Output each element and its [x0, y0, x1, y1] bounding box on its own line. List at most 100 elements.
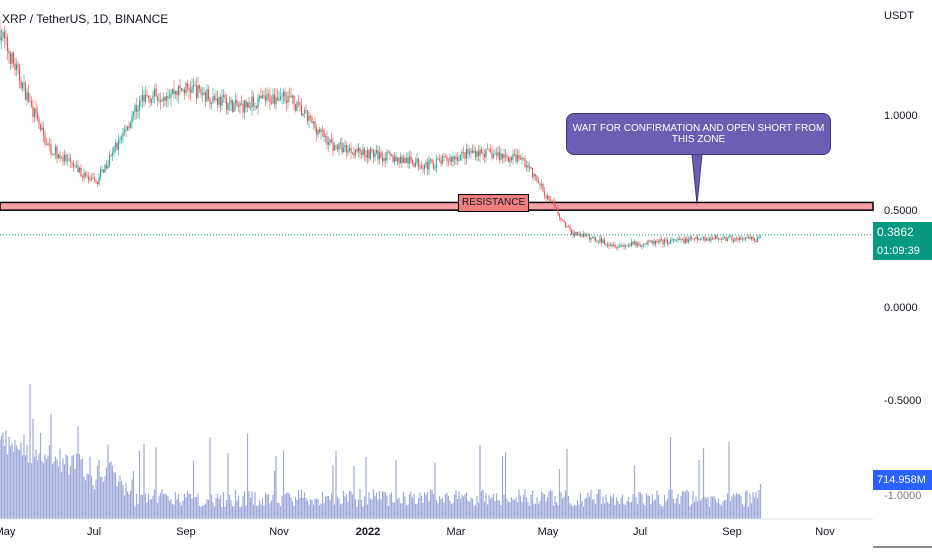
- candle-body: [402, 158, 405, 163]
- volume-bar: [572, 506, 574, 519]
- candle-body: [350, 147, 352, 153]
- volume-bar: [702, 447, 705, 519]
- volume-bar: [539, 501, 541, 519]
- candle-body: [590, 237, 592, 240]
- volume-bar: [516, 502, 519, 519]
- y-tick-label: -0.5000: [884, 395, 922, 407]
- candle-body: [263, 95, 265, 97]
- volume-bar: [102, 481, 105, 519]
- volume-bar: [629, 502, 631, 519]
- volume-bar: [746, 490, 748, 519]
- volume-bar: [113, 472, 115, 519]
- candle-body: [150, 99, 153, 103]
- volume-bar: [137, 503, 139, 519]
- volume-bar: [738, 494, 741, 519]
- symbol-legend[interactable]: XRP / TetherUS, 1D, BINANCE: [2, 12, 169, 26]
- candle-body: [561, 220, 564, 221]
- candle-body: [384, 157, 387, 161]
- volume-bar: [252, 504, 255, 519]
- candle-body: [497, 151, 499, 156]
- volume-bar: [744, 491, 747, 519]
- volume-bar: [671, 489, 673, 519]
- volume-bar: [437, 502, 439, 519]
- candle-body: [228, 103, 231, 105]
- volume-bar: [290, 497, 292, 519]
- candle-body: [230, 99, 232, 104]
- candle-body: [662, 239, 664, 245]
- candle-body: [135, 105, 138, 112]
- volume-bar: [338, 498, 340, 519]
- candle-body: [734, 238, 736, 242]
- candle-body: [20, 80, 22, 89]
- candle-body: [441, 156, 444, 164]
- volume-bar: [185, 497, 187, 519]
- volume-bar: [734, 495, 736, 519]
- volume-bar: [327, 496, 330, 519]
- volume-bar: [585, 497, 588, 519]
- volume-bar: [582, 506, 585, 519]
- volume-bar: [659, 503, 661, 519]
- candle-body: [755, 240, 757, 242]
- resistance-label[interactable]: RESISTANCE: [458, 194, 530, 212]
- volume-bar: [575, 505, 577, 519]
- candle-body: [735, 238, 738, 239]
- volume-bar: [471, 498, 474, 519]
- volume-bar: [38, 453, 40, 519]
- volume-bar: [621, 494, 624, 519]
- candle-body: [525, 165, 528, 167]
- volume-bar: [425, 494, 427, 519]
- candle-body: [131, 115, 133, 123]
- volume-bar: [273, 470, 276, 519]
- volume-bar: [420, 496, 423, 519]
- x-tick-label: 2022: [355, 526, 381, 538]
- candle-body: [5, 37, 7, 39]
- volume-bar: [633, 465, 636, 519]
- volume-bar: [396, 499, 399, 519]
- candle-body: [176, 91, 178, 96]
- candle-body: [558, 213, 561, 218]
- candle-body: [134, 105, 136, 112]
- volume-bar: [360, 499, 363, 519]
- volume-bar: [284, 494, 286, 519]
- callout-box[interactable]: WAIT FOR CONFIRMATION AND OPEN SHORT FRO…: [566, 113, 831, 155]
- candle-body: [260, 95, 262, 99]
- candle-body: [663, 239, 666, 245]
- candle-body: [14, 63, 16, 70]
- candle-body: [446, 156, 448, 161]
- candle-body: [164, 96, 166, 101]
- volume-bar: [704, 496, 706, 519]
- volume-bar: [423, 492, 426, 519]
- candle-body: [410, 156, 412, 161]
- volume-bar: [363, 496, 366, 519]
- candle-body: [749, 237, 751, 240]
- volume-bar: [248, 490, 250, 519]
- candle-body: [530, 167, 532, 169]
- candle-body: [392, 154, 394, 162]
- candle-body: [447, 160, 450, 162]
- candle-body: [209, 98, 211, 104]
- volume-bar: [155, 447, 157, 519]
- candle-body: [669, 240, 672, 244]
- candle-body: [83, 172, 85, 178]
- volume-bar: [438, 496, 441, 519]
- volume-bar: [522, 494, 525, 519]
- volume-bar: [57, 466, 60, 519]
- volume-bar: [701, 497, 703, 519]
- candle-body: [677, 238, 679, 240]
- candle-body: [404, 158, 406, 163]
- candle-body: [26, 92, 28, 100]
- candle-body: [144, 94, 147, 102]
- volume-bar: [8, 436, 10, 519]
- candle-body: [567, 226, 570, 228]
- volume-bar: [33, 456, 36, 519]
- candle-body: [177, 85, 180, 96]
- volume-bar: [372, 489, 375, 519]
- candle-body: [147, 95, 150, 98]
- volume-bar: [534, 503, 537, 519]
- candle-body: [390, 154, 393, 156]
- volume-bar: [743, 506, 745, 519]
- candle-body: [546, 196, 549, 199]
- candle-body: [548, 196, 550, 201]
- candle-body: [273, 94, 276, 105]
